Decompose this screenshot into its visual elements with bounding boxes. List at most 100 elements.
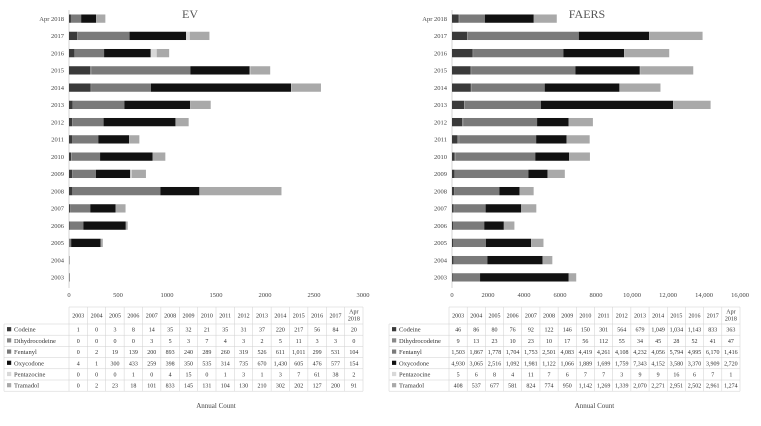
faers-table-cell-oxycodone-2014: 4,152 xyxy=(651,361,665,367)
faers-legend-label-codeine: Codeine xyxy=(399,327,421,334)
ev-legend-label-tramadol: Tramadol xyxy=(14,383,39,390)
faers-table-cell-dihydrocodeine-2008: 10 xyxy=(546,339,552,345)
faers-bar-oxycodone-2009 xyxy=(528,170,547,178)
faers-bar-tramadol-2006 xyxy=(504,221,514,229)
ev-bar-fentanyl-2011 xyxy=(73,135,98,143)
ev-table-cell-dihydrocodeine-2012: 3 xyxy=(242,339,245,345)
ev-table-cell-codeine-2003: 1 xyxy=(77,328,80,334)
faers-table-cell-fentanyl-2014: 4,056 xyxy=(651,350,665,356)
ev-table-header-2004: 2004 xyxy=(91,314,103,320)
faers-table-header-2006: 2006 xyxy=(507,314,519,320)
faers-table-cell-tramadol-2012: 1,339 xyxy=(615,384,629,390)
ev-bar-tramadol-2007 xyxy=(116,204,126,212)
faers-legend-label-dihydrocodeine: Dihydrocodeine xyxy=(399,338,441,345)
ev-table-cell-codeine-2009: 32 xyxy=(185,328,191,334)
faers-x-tick-14-000: 14,000 xyxy=(695,292,713,299)
faers-category-label-2011: 2011 xyxy=(434,137,447,144)
ev-legend-swatch-oxycodone xyxy=(7,361,11,365)
faers-table-cell-dihydrocodeine-2003: 9 xyxy=(457,339,460,345)
ev-table-cell-tramadol-2008: 833 xyxy=(166,384,175,390)
ev-category-label-2013: 2013 xyxy=(51,102,64,109)
faers-bar-oxycodone-2005 xyxy=(486,239,531,247)
ev-bar-codeine-apr-2018 xyxy=(69,14,71,22)
ev-x-tick-3000: 3000 xyxy=(357,292,370,299)
ev-table-cell-fentanyl-2012: 319 xyxy=(239,350,248,356)
faers-bar-fentanyl-2007 xyxy=(454,204,486,212)
ev-table-header-apr-2018-line-0: Apr xyxy=(349,310,358,316)
ev-table-cell-tramadol-apr-2018: 91 xyxy=(351,384,357,390)
faers-bar-tramadol-2017 xyxy=(649,32,702,40)
faers-table-cell-oxycodone-2009: 1,066 xyxy=(560,361,574,367)
faers-table-cell-fentanyl-2017: 6,170 xyxy=(706,350,720,356)
faers-bar-oxycodone-2015 xyxy=(575,66,639,74)
ev-table-cell-oxycodone-2012: 735 xyxy=(239,361,248,367)
faers-category-label-2008: 2008 xyxy=(434,188,447,195)
faers-table-cell-codeine-2017: 833 xyxy=(708,328,717,334)
faers-table-cell-dihydrocodeine-2014: 45 xyxy=(655,339,661,345)
faers-bar-oxycodone-2004 xyxy=(487,256,542,264)
faers-table-cell-codeine-2006: 76 xyxy=(510,328,516,334)
faers-legend-swatch-tramadol xyxy=(392,383,396,387)
faers-x-tick-16-000: 16,000 xyxy=(731,292,749,299)
ev-table-cell-oxycodone-2014: 1,430 xyxy=(274,361,288,367)
ev-table-cell-oxycodone-apr-2018: 154 xyxy=(349,361,358,367)
faers-table-cell-oxycodone-2006: 1,092 xyxy=(506,361,520,367)
faers-table-header-2003: 2003 xyxy=(452,314,464,320)
ev-bar-codeine-2008 xyxy=(69,187,72,195)
ev-category-label-2005: 2005 xyxy=(51,240,64,247)
faers-table-cell-tramadol-2005: 677 xyxy=(490,384,499,390)
faers-table-cell-pentazocine-2009: 6 xyxy=(566,373,569,379)
ev-table-cell-oxycodone-2005: 300 xyxy=(110,361,119,367)
ev-category-label-2003: 2003 xyxy=(51,275,64,282)
ev-table-cell-fentanyl-2017: 531 xyxy=(331,350,340,356)
faers-bar-tramadol-2005 xyxy=(531,239,543,247)
faers-table-cell-codeine-2005: 80 xyxy=(491,328,497,334)
faers-bar-fentanyl-2004 xyxy=(454,256,488,264)
faers-table-cell-oxycodone-2007: 1,981 xyxy=(524,361,538,367)
faers-legend-label-tramadol: Tramadol xyxy=(399,383,424,390)
ev-legend-label-pentazocine: Pentazocine xyxy=(14,372,46,379)
ev-bar-fentanyl-2015 xyxy=(91,66,190,74)
ev-table-cell-pentazocine-2015: 7 xyxy=(297,373,300,379)
faers-bar-oxycodone-2011 xyxy=(536,135,567,143)
faers-bar-tramadol-2004 xyxy=(543,256,553,264)
ev-bar-oxycodone-2009 xyxy=(96,170,130,178)
faers-bar-codeine-2016 xyxy=(452,49,473,57)
ev-legend-label-fentanyl: Fentanyl xyxy=(14,349,37,356)
ev-x-tick-1500: 1500 xyxy=(210,292,223,299)
ev-bar-fentanyl-2017 xyxy=(78,32,130,40)
ev-table-cell-oxycodone-2015: 605 xyxy=(294,361,303,367)
ev-legend-swatch-codeine xyxy=(7,327,11,331)
faers-bar-fentanyl-2013 xyxy=(465,101,541,109)
ev-table-cell-pentazocine-2003: 0 xyxy=(77,373,80,379)
faers-bar-oxycodone-apr-2018 xyxy=(485,14,534,22)
faers-table-cell-dihydrocodeine-2015: 28 xyxy=(673,339,679,345)
ev-bar-dihydrocodeine-2010 xyxy=(71,152,72,160)
faers-legend-label-fentanyl: Fentanyl xyxy=(399,349,422,356)
faers-table-header-2008: 2008 xyxy=(543,314,555,320)
faers-table-cell-pentazocine-2004: 6 xyxy=(475,373,478,379)
ev-bar-tramadol-apr-2018 xyxy=(96,14,105,22)
faers-table-cell-oxycodone-2003: 4,930 xyxy=(451,361,465,367)
faers-bar-tramadol-2009 xyxy=(548,170,565,178)
faers-bar-oxycodone-2007 xyxy=(486,204,522,212)
ev-chart: EV20032004200520062007200820092010201120… xyxy=(0,0,375,421)
ev-table-cell-tramadol-2009: 145 xyxy=(184,384,193,390)
ev-legend-swatch-tramadol xyxy=(7,383,11,387)
faers-bar-tramadol-2016 xyxy=(624,49,669,57)
faers-table-cell-dihydrocodeine-2010: 56 xyxy=(582,339,588,345)
ev-table-cell-tramadol-2003: 0 xyxy=(77,384,80,390)
faers-table-header-2007: 2007 xyxy=(525,314,537,320)
faers-table-cell-dihydrocodeine-2017: 41 xyxy=(710,339,716,345)
faers-table-cell-dihydrocodeine-2004: 13 xyxy=(473,339,479,345)
faers-table-cell-pentazocine-2008: 7 xyxy=(548,373,551,379)
faers-table-cell-fentanyl-2011: 4,261 xyxy=(597,350,611,356)
ev-table-cell-pentazocine-2013: 1 xyxy=(260,373,263,379)
ev-bar-oxycodone-2010 xyxy=(100,152,152,160)
ev-legend-swatch-pentazocine xyxy=(7,372,11,376)
faers-bar-fentanyl-2017 xyxy=(468,32,579,40)
ev-table-header-2007: 2007 xyxy=(146,314,158,320)
faers-table-cell-tramadol-2004: 537 xyxy=(472,384,481,390)
